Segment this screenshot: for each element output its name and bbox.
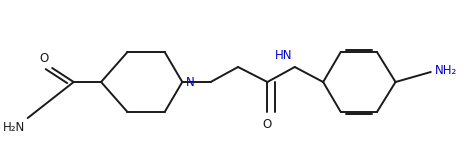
Text: O: O — [39, 52, 48, 65]
Text: N: N — [186, 75, 194, 88]
Text: H₂N: H₂N — [3, 121, 26, 134]
Text: O: O — [263, 118, 272, 131]
Text: NH₂: NH₂ — [434, 64, 457, 77]
Text: HN: HN — [275, 49, 292, 62]
